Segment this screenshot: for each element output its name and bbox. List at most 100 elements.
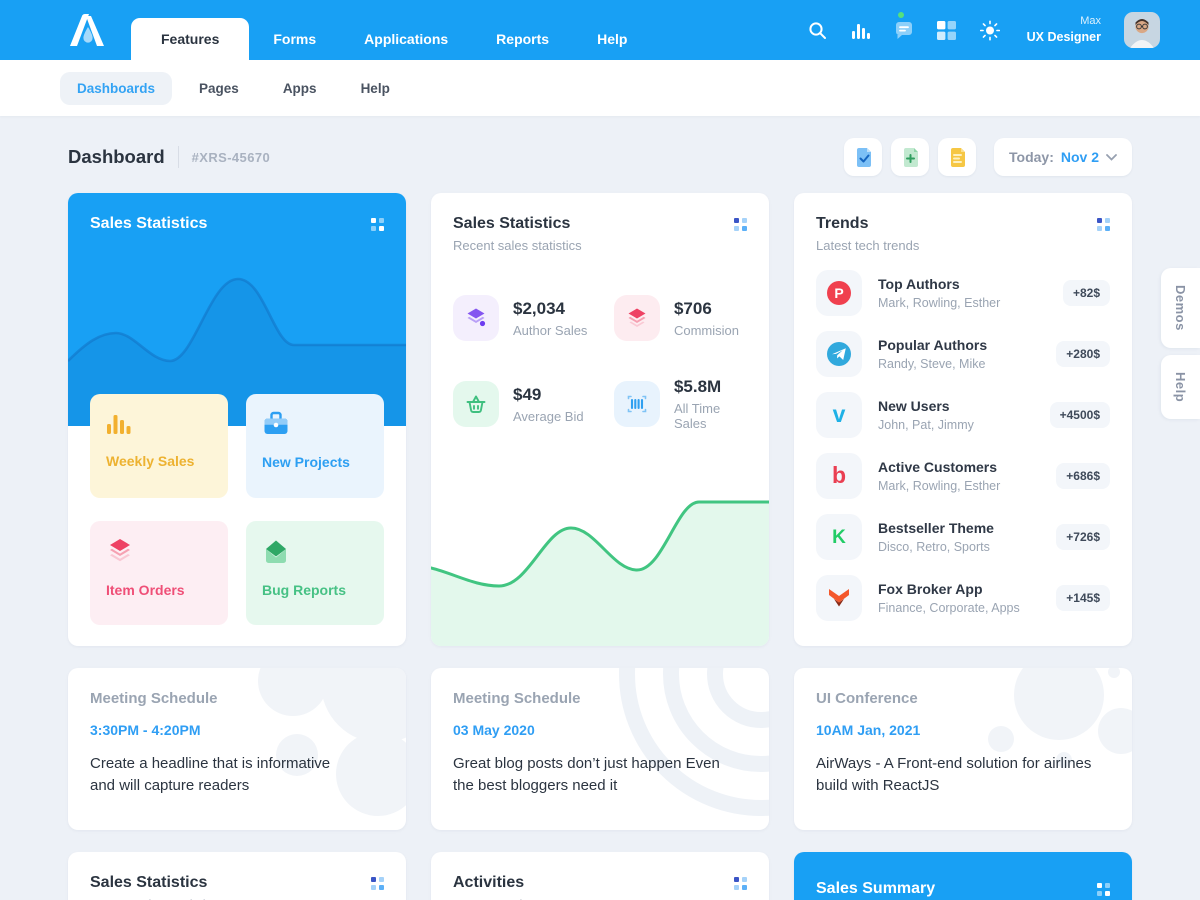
side-tabs: Demos Help: [1161, 268, 1200, 420]
trend-subtitle: Disco, Retro, Sports: [878, 540, 990, 554]
trend-list: P Top Authors Mark, Rowling, Esther +82$…: [794, 253, 1132, 621]
document-check-button[interactable]: [844, 138, 883, 176]
nav-tab-help[interactable]: Help: [597, 31, 628, 47]
layers-icon: [110, 539, 130, 562]
producthunt-icon: P: [816, 270, 862, 316]
decor-circle: [336, 732, 406, 816]
event-text: Create a headline that is informative an…: [90, 755, 331, 794]
decor-circle: [1098, 708, 1132, 754]
meeting-schedule-card-2: Meeting Schedule 03 May 2020 Great blog …: [431, 668, 769, 830]
main-content: Dashboard #XRS-45670 Today: Nov 2: [0, 116, 1200, 900]
drag-handle-icon[interactable]: [1097, 218, 1110, 236]
svg-text:K: K: [832, 527, 846, 548]
barcode-icon: [613, 381, 660, 427]
drag-handle-icon[interactable]: [371, 218, 384, 236]
nav-tab-applications[interactable]: Applications: [364, 31, 449, 47]
decor-circle: [1014, 668, 1104, 740]
trend-title: Active Customers: [878, 459, 998, 475]
basket-icon: [453, 381, 499, 427]
subnav-apps[interactable]: Apps: [282, 80, 317, 96]
user-avatar[interactable]: [1124, 12, 1160, 48]
trend-title: Fox Broker App: [878, 581, 983, 597]
trend-subtitle: John, Pat, Jimmy: [878, 418, 974, 432]
stat-label: All Time Sales: [673, 401, 721, 431]
theme-sun-icon[interactable]: [979, 19, 1000, 41]
event-text: AirWays - A Front-end solution for airli…: [816, 755, 1092, 794]
card-subtitle: Latest tech trends: [816, 238, 920, 253]
tile-label: Weekly Sales: [106, 453, 195, 469]
tile-label: Bug Reports: [262, 582, 346, 598]
sales-statistics-card: Sales Statistics Recent sales statistics…: [431, 193, 769, 646]
decor-circle: [1108, 668, 1120, 678]
drag-handle-icon[interactable]: [371, 877, 384, 895]
document-add-button[interactable]: [891, 138, 930, 176]
trend-value: +280$: [1056, 341, 1110, 367]
stat-value: $49: [513, 384, 542, 404]
ui-conference-card: UI Conference 10AM Jan, 2021 AirWays - A…: [794, 668, 1132, 830]
meeting-schedule-card-1: Meeting Schedule 3:30PM - 4:20PM Create …: [68, 668, 406, 830]
dashboard-grid: Sales Statistics Weekly Sales New: [68, 193, 1132, 900]
topbar-actions: Max UX Designer: [808, 0, 1160, 60]
stats-grid: $2,034 Author Sales $706 Commision: [431, 253, 769, 431]
tile-label: Item Orders: [106, 582, 185, 598]
stat-label: Commision: [673, 322, 739, 338]
statistics-icon[interactable]: [851, 20, 871, 40]
messages-icon[interactable]: [894, 12, 914, 40]
notification-dot: [897, 12, 904, 18]
trend-item-bestseller-theme[interactable]: K Bestseller Theme Disco, Retro, Sports …: [816, 514, 1110, 560]
trend-subtitle: Mark, Rowling, Esther: [878, 479, 1001, 493]
subnav-dashboards[interactable]: Dashboards: [60, 71, 173, 105]
trend-subtitle: Randy, Steve, Mike: [878, 357, 986, 371]
trend-title: Bestseller Theme: [878, 520, 994, 536]
apps-grid-icon[interactable]: [937, 20, 957, 40]
search-icon[interactable]: [808, 20, 828, 40]
decor-circle: [988, 726, 1014, 752]
drag-handle-icon[interactable]: [1097, 883, 1110, 900]
card-subtitle: Recent sales statistics: [90, 897, 219, 900]
nav-tab-forms[interactable]: Forms: [273, 31, 317, 47]
drag-handle-icon[interactable]: [734, 877, 747, 895]
trend-item-top-authors[interactable]: P Top Authors Mark, Rowling, Esther +82$: [816, 270, 1110, 316]
stat-value: $5.8M: [673, 377, 722, 396]
tile-new-projects[interactable]: New Projects: [246, 394, 384, 498]
trend-value: +145$: [1056, 585, 1110, 611]
decor-circle: [276, 734, 318, 776]
kickstarter-icon: K: [816, 514, 862, 560]
app-logo[interactable]: [68, 14, 106, 46]
date-picker[interactable]: Today: Nov 2: [994, 138, 1132, 176]
drag-handle-icon[interactable]: [734, 218, 747, 236]
subnav-help[interactable]: Help: [360, 80, 390, 96]
chevron-down-icon: [1106, 153, 1117, 161]
page-title: Dashboard: [68, 146, 165, 167]
tile-weekly-sales[interactable]: Weekly Sales: [90, 394, 228, 498]
trend-value: +686$: [1056, 463, 1110, 489]
decor-circle: [1056, 752, 1072, 768]
user-info[interactable]: Max UX Designer: [1027, 14, 1101, 46]
date-value: Nov 2: [1060, 149, 1099, 165]
nav-tab-features[interactable]: Features: [131, 18, 250, 60]
trend-subtitle: Finance, Corporate, Apps: [878, 601, 1020, 615]
trend-item-fox-broker[interactable]: Fox Broker App Finance, Corporate, Apps …: [816, 575, 1110, 621]
bar-chart-icon: [107, 415, 131, 434]
demos-tab[interactable]: Demos: [1161, 268, 1200, 348]
activities-card: Activities 890,344 Sales: [431, 852, 769, 900]
event-time: 03 May 2020: [453, 722, 535, 738]
vimeo-icon: v: [816, 392, 862, 438]
svg-text:b: b: [832, 462, 846, 488]
nav-tab-reports[interactable]: Reports: [496, 31, 550, 47]
subnav-pages[interactable]: Pages: [199, 80, 239, 96]
trend-item-active-customers[interactable]: b Active Customers Mark, Rowling, Esther…: [816, 453, 1110, 499]
document-notes-button[interactable]: [938, 138, 977, 176]
layers-purple-icon: [453, 295, 499, 341]
card-title: Trends: [816, 215, 869, 232]
help-tab[interactable]: Help: [1161, 354, 1200, 420]
trend-item-popular-authors[interactable]: Popular Authors Randy, Steve, Mike +280$: [816, 331, 1110, 377]
card-title: Sales Statistics: [90, 215, 208, 232]
stat-label: Average Bid: [513, 408, 584, 424]
trend-item-new-users[interactable]: v New Users John, Pat, Jimmy +4500$: [816, 392, 1110, 438]
tile-bug-reports[interactable]: Bug Reports: [246, 521, 384, 625]
tile-item-orders[interactable]: Item Orders: [90, 521, 228, 625]
heading-divider: [177, 146, 179, 168]
quick-tiles: Weekly Sales New Projects Item Orders Bu…: [90, 394, 384, 625]
sales-statistics-chart-card: Sales Statistics Weekly Sales New: [68, 193, 406, 646]
